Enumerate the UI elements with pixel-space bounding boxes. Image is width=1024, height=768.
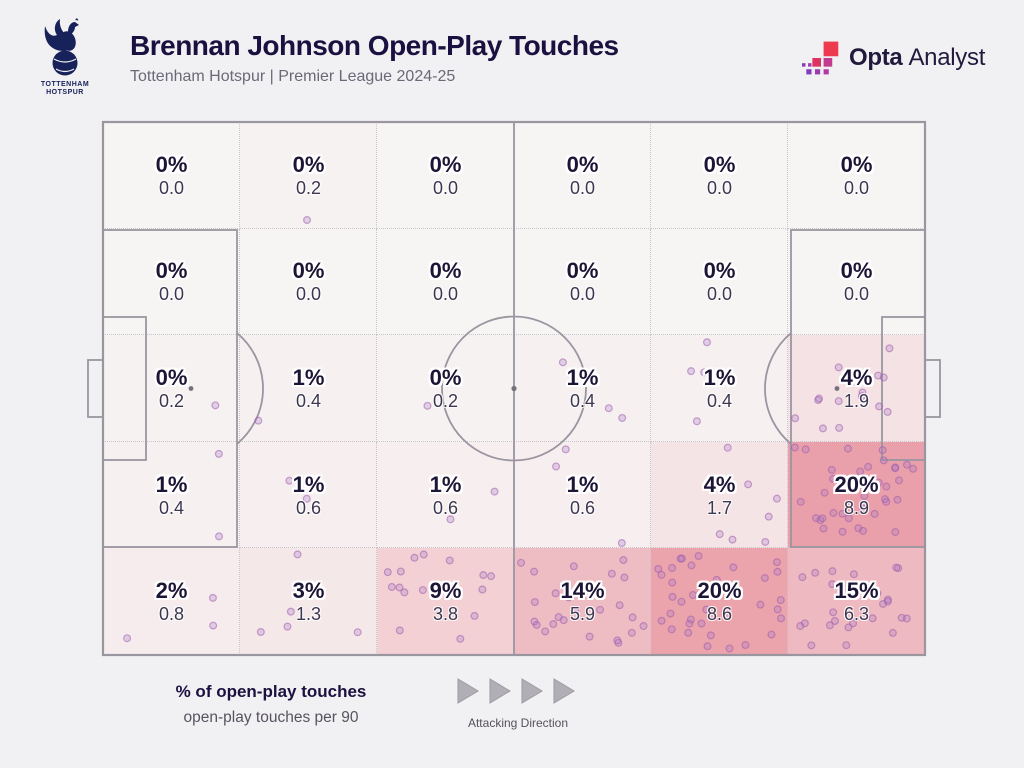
attacking-direction-arrows-icon <box>457 678 575 704</box>
heat-zone-cell <box>788 548 925 655</box>
attacking-direction: Attacking Direction <box>448 678 588 730</box>
heat-zone-cell <box>788 122 925 229</box>
heat-zone-cell <box>651 335 788 442</box>
heat-zone-cell <box>651 441 788 549</box>
heat-zone-cell <box>103 228 240 336</box>
heat-zone-cell <box>651 122 788 229</box>
legend-primary-label: % of open-play touches <box>175 682 367 701</box>
pitch-heatmap: 0% 0.0 0% 0.2 0% 0.0 0% 0.0 0% 0.0 0% 0.0 0% 0.0 0% 0.0… <box>87 120 941 657</box>
crest-text-top: TOTTENHAM <box>41 81 89 88</box>
heat-zone-cell <box>103 122 240 229</box>
crest-text-bottom: HOTSPUR <box>46 89 84 96</box>
opta-wordmark: Opta Analyst <box>849 44 985 72</box>
opta-wordmark-regular: Analyst <box>908 44 986 71</box>
heat-zone-cell <box>103 441 240 549</box>
heat-zone-cell <box>240 441 377 549</box>
page-title: Brennan Johnson Open-Play Touches <box>130 30 619 61</box>
opta-wordmark-bold: Opta <box>849 44 903 71</box>
page-subtitle: Tottenham Hotspur | Premier League 2024-… <box>130 68 456 85</box>
heat-zone-cell <box>514 228 651 336</box>
legend-secondary-label: open-play touches per 90 <box>183 709 359 726</box>
heat-zone-cell <box>240 228 377 336</box>
heat-zone-cell <box>514 122 651 229</box>
heat-zone-cell <box>240 335 377 442</box>
heat-zone-cell <box>514 335 651 442</box>
heat-zone-cell <box>788 335 925 442</box>
heat-zone-cell <box>240 548 377 655</box>
heat-zone-cell <box>377 228 514 336</box>
value-legend: % of open-play touches open-play touches… <box>121 682 421 727</box>
heat-zone-cell <box>377 548 514 655</box>
tottenham-crest-icon: TOTTENHAM HOTSPUR <box>41 18 89 96</box>
heat-zone-cell <box>103 335 240 442</box>
heat-zone-cell <box>377 335 514 442</box>
heat-zone-cell <box>651 548 788 655</box>
opta-analyst-logo: Opta Analyst <box>802 40 985 76</box>
heat-zone-cell <box>788 228 925 336</box>
heat-zone-cell <box>377 441 514 549</box>
heat-zone-cell <box>651 228 788 336</box>
header: Brennan Johnson Open-Play Touches Totten… <box>130 30 619 86</box>
heat-zone-cell <box>103 548 240 655</box>
heat-zone-cell <box>514 548 651 655</box>
opta-logo-icon <box>802 41 839 75</box>
attacking-direction-label: Attacking Direction <box>467 716 569 730</box>
heat-zone-cell <box>788 441 925 549</box>
heat-zone-cell <box>514 441 651 549</box>
heat-zone-cell <box>240 122 377 229</box>
heat-zone-grid <box>103 122 925 655</box>
heat-zone-cell <box>377 122 514 229</box>
